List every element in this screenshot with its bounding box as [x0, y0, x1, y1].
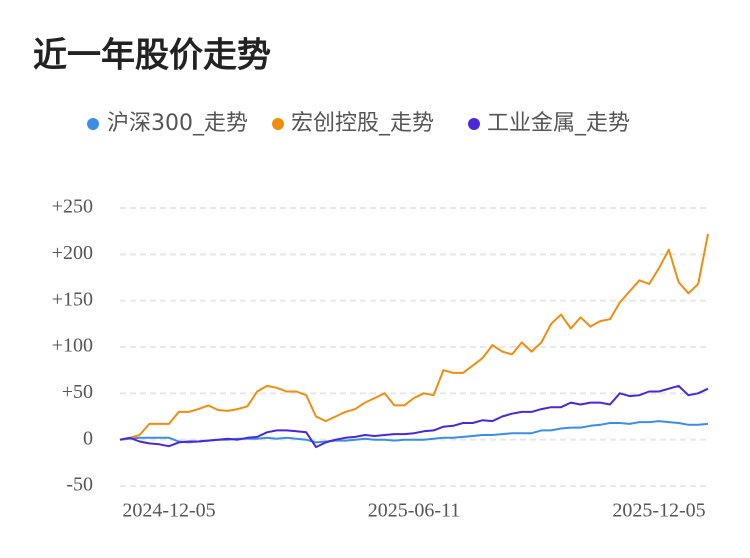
legend-marker — [87, 118, 99, 130]
series-line — [119, 420, 709, 444]
legend-marker — [272, 118, 284, 130]
y-tick-label: +150 — [52, 288, 93, 310]
legend-label: 宏创控股_走势 — [291, 111, 434, 136]
chart-title: 近一年股价走势 — [33, 36, 271, 76]
y-tick-label: +50 — [62, 381, 93, 403]
series-line — [119, 233, 709, 441]
y-tick-label: +200 — [52, 242, 93, 264]
legend-marker — [468, 118, 480, 130]
y-tick-label: 0 — [83, 427, 93, 449]
y-tick-label: +100 — [52, 335, 93, 357]
x-tick-label: 2025-06-11 — [368, 500, 461, 522]
series-line — [119, 384, 709, 449]
legend-label: 工业金属_走势 — [487, 111, 630, 136]
x-tick-label: 2025-12-05 — [612, 500, 705, 522]
y-tick-label: -50 — [66, 474, 93, 496]
legend-label: 沪深300_走势 — [107, 111, 248, 136]
x-tick-label: 2024-12-05 — [122, 500, 215, 522]
y-tick-label: +250 — [52, 196, 93, 218]
